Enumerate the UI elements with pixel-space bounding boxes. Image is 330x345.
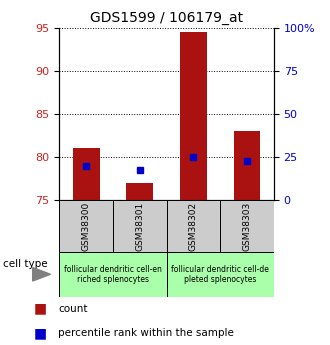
FancyBboxPatch shape [220,200,274,252]
Text: count: count [58,304,87,314]
Text: percentile rank within the sample: percentile rank within the sample [58,328,234,338]
Bar [126,183,153,200]
Text: GSM38300: GSM38300 [82,201,91,250]
Text: GSM38302: GSM38302 [189,201,198,250]
Text: cell type: cell type [3,259,48,269]
Title: GDS1599 / 106179_at: GDS1599 / 106179_at [90,11,243,25]
Bar [73,148,100,200]
Text: GSM38303: GSM38303 [243,201,251,250]
FancyBboxPatch shape [167,200,220,252]
Bar [234,131,260,200]
Text: ■: ■ [34,302,47,316]
Bar [180,32,207,200]
Text: GSM38301: GSM38301 [135,201,144,250]
Text: follicular dendritic cell-de
pleted splenocytes: follicular dendritic cell-de pleted sple… [171,265,269,284]
FancyBboxPatch shape [59,200,113,252]
FancyBboxPatch shape [167,252,274,297]
FancyBboxPatch shape [113,200,167,252]
FancyBboxPatch shape [59,252,167,297]
Text: ■: ■ [34,326,47,340]
Polygon shape [33,268,50,281]
Text: follicular dendritic cell-en
riched splenocytes: follicular dendritic cell-en riched sple… [64,265,162,284]
